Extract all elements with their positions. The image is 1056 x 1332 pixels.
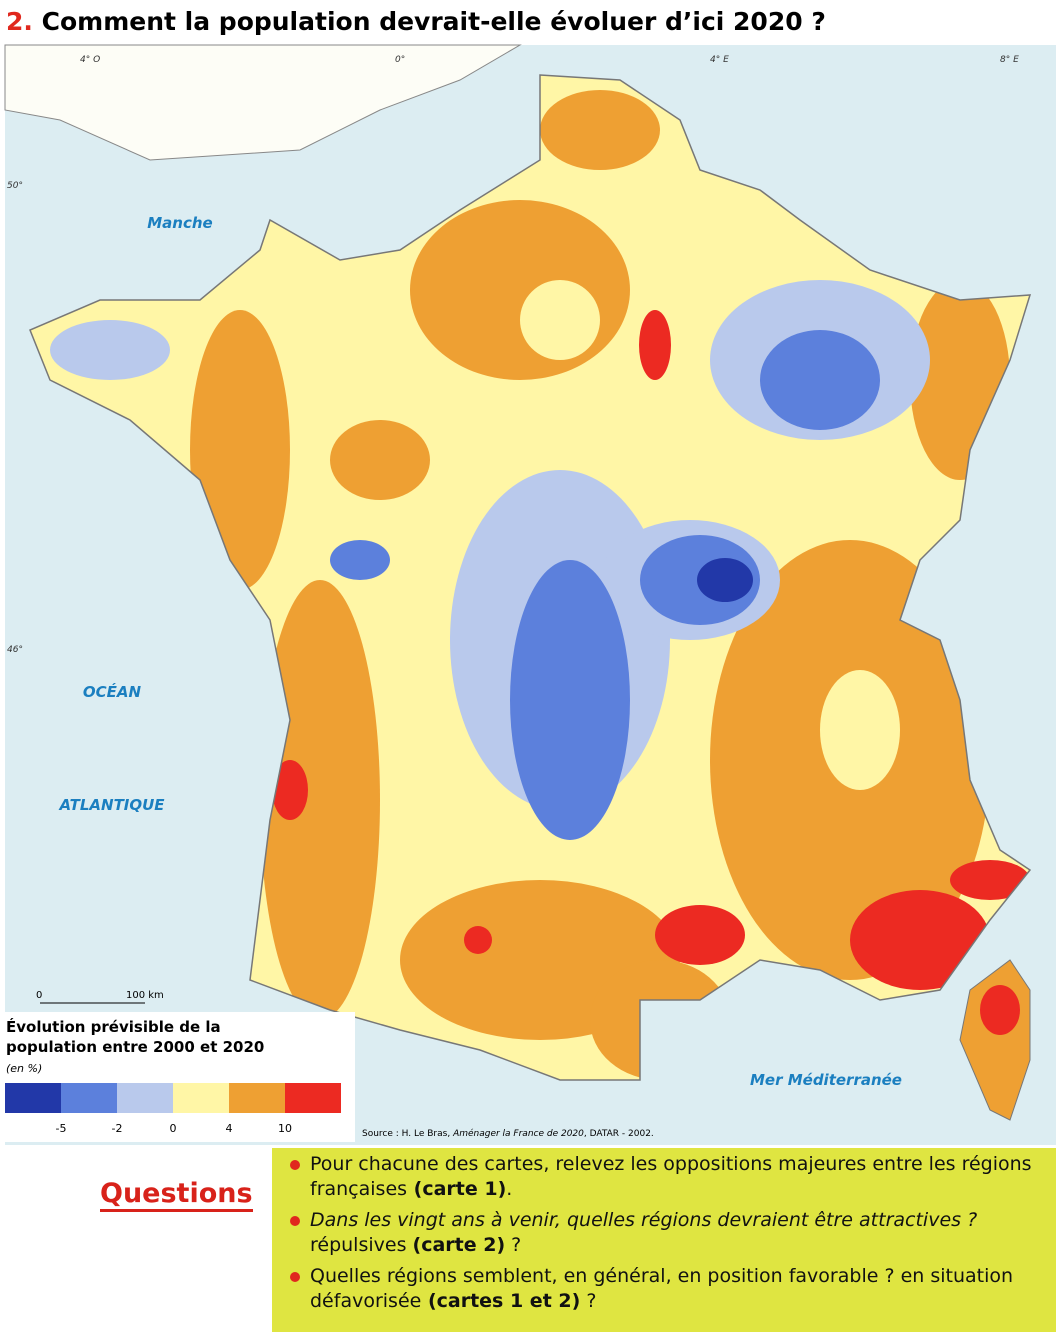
legend-swatch [61, 1083, 117, 1113]
lon-label: 4° O [80, 55, 100, 65]
lat-label: 50° [7, 181, 23, 191]
title-bar: 2. Comment la population devrait-elle év… [0, 0, 1056, 44]
legend-title: Évolution prévisible de la [6, 1017, 221, 1036]
lon-label: 8° E [1000, 55, 1019, 65]
corsica-red [980, 985, 1020, 1035]
legend-title: population entre 2000 et 2020 [6, 1038, 264, 1056]
sea-label: Manche [147, 214, 212, 232]
questions-heading: Questions [100, 1178, 253, 1212]
legend-swatch [229, 1083, 285, 1113]
legend-swatch [173, 1083, 229, 1113]
legend-unit: (en %) [6, 1062, 42, 1075]
legend-tick: 0 [170, 1122, 177, 1135]
title: Comment la population devrait-elle évolu… [41, 7, 826, 36]
question: Pour chacune des cartes, relevez les opp… [290, 1152, 1056, 1202]
legend-swatch [285, 1083, 341, 1113]
question: Quelles régions semblent, en général, en… [290, 1264, 1056, 1314]
legend: -5 -2 0 4 10 [5, 1083, 341, 1135]
scale-label: 100 km [126, 990, 164, 1001]
lon-label: 0° [395, 55, 405, 65]
sea-label: Mer Méditerranée [750, 1071, 902, 1089]
sea-label: OCÉAN [83, 682, 142, 701]
legend-tick: 10 [278, 1122, 292, 1135]
questions: Pour chacune des cartes, relevez les opp… [272, 1148, 1056, 1332]
legend-box [0, 1012, 355, 1142]
legend-tick: 4 [226, 1122, 233, 1135]
legend-swatch [117, 1083, 173, 1113]
lon-label: 4° E [710, 55, 729, 65]
legend-tick: -5 [56, 1122, 67, 1135]
question: Dans les vingt ans à venir, quelles régi… [290, 1208, 1056, 1258]
source: Source : H. Le Bras, Aménager la France … [362, 1128, 654, 1139]
scale-label: 0 [36, 990, 42, 1001]
sea-label: ATLANTIQUE [58, 796, 165, 814]
lat-label: 46° [7, 645, 23, 655]
title-number: 2. [6, 7, 33, 36]
sea-south [650, 1060, 1056, 1145]
population-map [30, 75, 1030, 1080]
legend-swatch [5, 1083, 61, 1113]
map: 4° O 0° 4° E 8° E 50° 46° Manche OCÉAN A… [0, 44, 1056, 1145]
england [4, 44, 522, 161]
legend-tick: -2 [112, 1122, 123, 1135]
